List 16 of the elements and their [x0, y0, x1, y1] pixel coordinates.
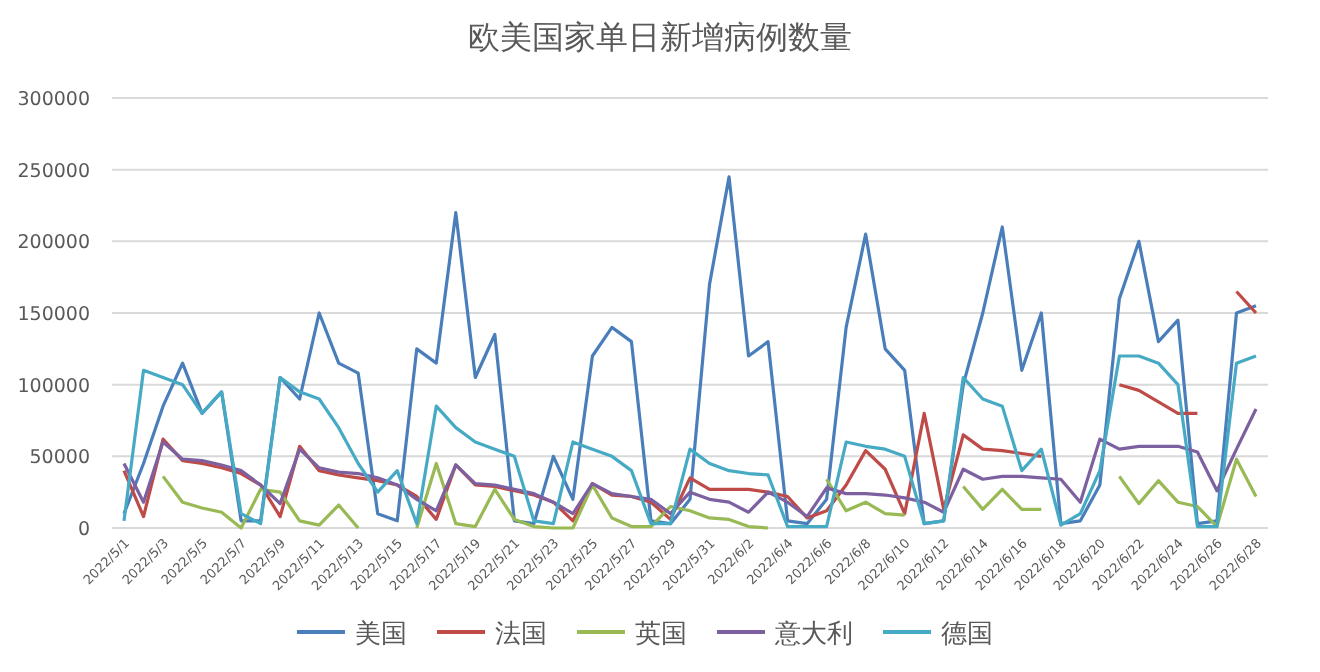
y-tick-label: 100000: [17, 375, 90, 398]
y-tick-label: 0: [77, 519, 90, 541]
y-tick-label: 300000: [17, 89, 90, 111]
legend-label: 美国: [355, 618, 407, 650]
line-series: [122, 175, 1258, 526]
legend-label: 德国: [941, 620, 993, 650]
y-tick-label: 250000: [17, 160, 90, 183]
y-tick-label: 150000: [17, 304, 90, 326]
line-series: [122, 354, 1258, 529]
legend-label: 意大利: [773, 620, 853, 650]
legend-label: 英国: [635, 620, 687, 650]
y-tick-label: 200000: [17, 232, 90, 255]
y-tick-label: 50000: [29, 447, 90, 470]
legend-label: 法国: [495, 620, 547, 650]
chart-title: 欧美国家单日新增病例数量: [468, 18, 852, 56]
line-series: [122, 407, 1258, 519]
